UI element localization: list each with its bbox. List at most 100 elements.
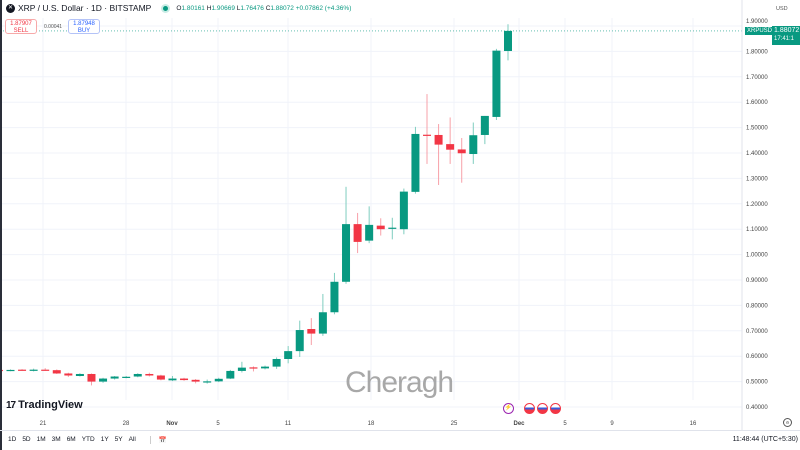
- candle-body[interactable]: [168, 378, 177, 381]
- candle-body[interactable]: [75, 373, 84, 377]
- candle-body[interactable]: [145, 373, 154, 376]
- lightning-icon[interactable]: ⚡: [503, 403, 514, 414]
- price-tick-label: 1.80000: [746, 49, 768, 55]
- range-6m[interactable]: 6M: [66, 436, 76, 443]
- sell-button[interactable]: 1.87907 SELL: [5, 19, 37, 34]
- window-edge: [0, 0, 2, 450]
- us-flag-icon[interactable]: [537, 403, 548, 414]
- price-tick-label: 1.50000: [746, 126, 768, 132]
- candle-body[interactable]: [388, 227, 397, 229]
- time-tick-label: Dec: [513, 421, 525, 427]
- candle-body[interactable]: [284, 351, 293, 359]
- range-toolbar: 1D 5D 1M 3M 6M YTD 1Y 5Y All 📅: [8, 436, 167, 444]
- range-1d[interactable]: 1D: [8, 436, 17, 443]
- candle-body[interactable]: [434, 134, 443, 145]
- candle-body[interactable]: [307, 329, 316, 334]
- price-tick-label: 1.90000: [746, 19, 768, 25]
- time-tick-label: 28: [123, 421, 130, 427]
- candle-body[interactable]: [469, 135, 478, 155]
- candle-body[interactable]: [492, 50, 501, 117]
- tradingview-logo[interactable]: 17 TradingView: [6, 399, 83, 411]
- candle-body[interactable]: [261, 366, 270, 369]
- axis-settings-icon[interactable]: ⚙: [783, 418, 792, 427]
- candle-body[interactable]: [411, 133, 420, 192]
- candle-body[interactable]: [180, 378, 189, 381]
- candle-body[interactable]: [41, 369, 50, 371]
- price-tick-label: 1.70000: [746, 75, 768, 81]
- candle-body[interactable]: [330, 281, 339, 313]
- candle-body[interactable]: [272, 358, 281, 367]
- candle-body[interactable]: [446, 144, 455, 150]
- last-price-tag: 1.88072 17:41:1: [772, 26, 800, 45]
- price-tick-label: 1.20000: [746, 202, 768, 208]
- candle-body[interactable]: [29, 369, 38, 371]
- time-tick-label: 5: [563, 421, 567, 427]
- price-tick-label: 0.50000: [746, 380, 768, 386]
- spread-value: 0.00041: [44, 24, 63, 30]
- time-tick-label: 11: [285, 421, 292, 427]
- price-tick-label: 0.80000: [746, 303, 768, 309]
- candle-body[interactable]: [399, 191, 408, 230]
- bar-countdown: 17:41:1: [774, 36, 795, 42]
- price-tick-label: 0.90000: [746, 278, 768, 284]
- price-tick-label: 0.60000: [746, 354, 768, 360]
- price-tick-label: 1.60000: [746, 100, 768, 106]
- candle-body[interactable]: [133, 373, 142, 377]
- candle-body[interactable]: [87, 373, 96, 382]
- price-tick-label: 0.40000: [746, 405, 768, 411]
- candle-body[interactable]: [203, 381, 212, 383]
- candle-body[interactable]: [423, 134, 432, 136]
- divider: [0, 430, 800, 431]
- calendar-icon[interactable]: 📅: [149, 436, 167, 444]
- range-1m[interactable]: 1M: [36, 436, 46, 443]
- time-tick-label: 21: [40, 421, 47, 427]
- us-flag-icon[interactable]: [550, 403, 561, 414]
- candle-body[interactable]: [122, 376, 131, 378]
- currency-unit[interactable]: USD: [776, 6, 788, 12]
- time-tick-label: 25: [451, 421, 458, 427]
- candle-body[interactable]: [156, 375, 165, 380]
- candle-body[interactable]: [353, 224, 362, 242]
- time-tick-label: 5: [216, 421, 220, 427]
- candle-body[interactable]: [457, 149, 466, 154]
- candle-body[interactable]: [342, 224, 351, 282]
- candle-body[interactable]: [110, 376, 119, 379]
- candle-body[interactable]: [99, 378, 108, 382]
- time-tick-label: 9: [610, 421, 614, 427]
- range-1y[interactable]: 1Y: [100, 436, 109, 443]
- candle-body[interactable]: [64, 373, 73, 376]
- symbol-title[interactable]: XRP / U.S. Dollar · 1D · BITSTAMP: [18, 3, 152, 13]
- last-price: 1.88072: [774, 27, 800, 34]
- candle-body[interactable]: [52, 370, 61, 374]
- range-3m[interactable]: 3M: [51, 436, 61, 443]
- candle-body[interactable]: [214, 378, 223, 382]
- candle-body[interactable]: [18, 369, 27, 371]
- x-logo-icon: ✕: [6, 3, 15, 13]
- clock[interactable]: 11:48:44 (UTC+5:30): [732, 436, 798, 443]
- time-tick-label: 18: [368, 421, 375, 427]
- candle-body[interactable]: [191, 379, 200, 382]
- ohlc-legend: O1.80161 H1.90669 L1.76476 C1.88072 +0.0…: [176, 4, 352, 12]
- candlestick-chart[interactable]: 1.90000 1.80000 1.70000 1.60000 1.50000 1.400…: [0, 0, 800, 430]
- candle-body[interactable]: [226, 370, 235, 379]
- range-all[interactable]: All: [128, 436, 136, 443]
- candle-body[interactable]: [295, 330, 304, 352]
- candle-body[interactable]: [365, 224, 374, 241]
- candle-body[interactable]: [6, 369, 15, 372]
- candle-body[interactable]: [376, 225, 385, 230]
- range-5y[interactable]: 5Y: [114, 436, 123, 443]
- candle-body[interactable]: [480, 115, 489, 135]
- candle-body[interactable]: [249, 367, 258, 369]
- buy-button[interactable]: 1.87948 BUY: [68, 19, 100, 34]
- candle-body[interactable]: [504, 30, 512, 51]
- time-tick-label: Nov: [166, 421, 178, 427]
- range-5d[interactable]: 5D: [22, 436, 31, 443]
- market-open-dot: [163, 5, 169, 11]
- us-flag-icon[interactable]: [524, 403, 535, 414]
- candle-body[interactable]: [237, 367, 246, 371]
- price-tick-label: 1.30000: [746, 176, 768, 182]
- range-ytd[interactable]: YTD: [81, 436, 95, 443]
- candle-body[interactable]: [318, 312, 327, 334]
- time-tick-label: 16: [690, 421, 697, 427]
- tradingview-mark-icon: 17: [6, 399, 16, 411]
